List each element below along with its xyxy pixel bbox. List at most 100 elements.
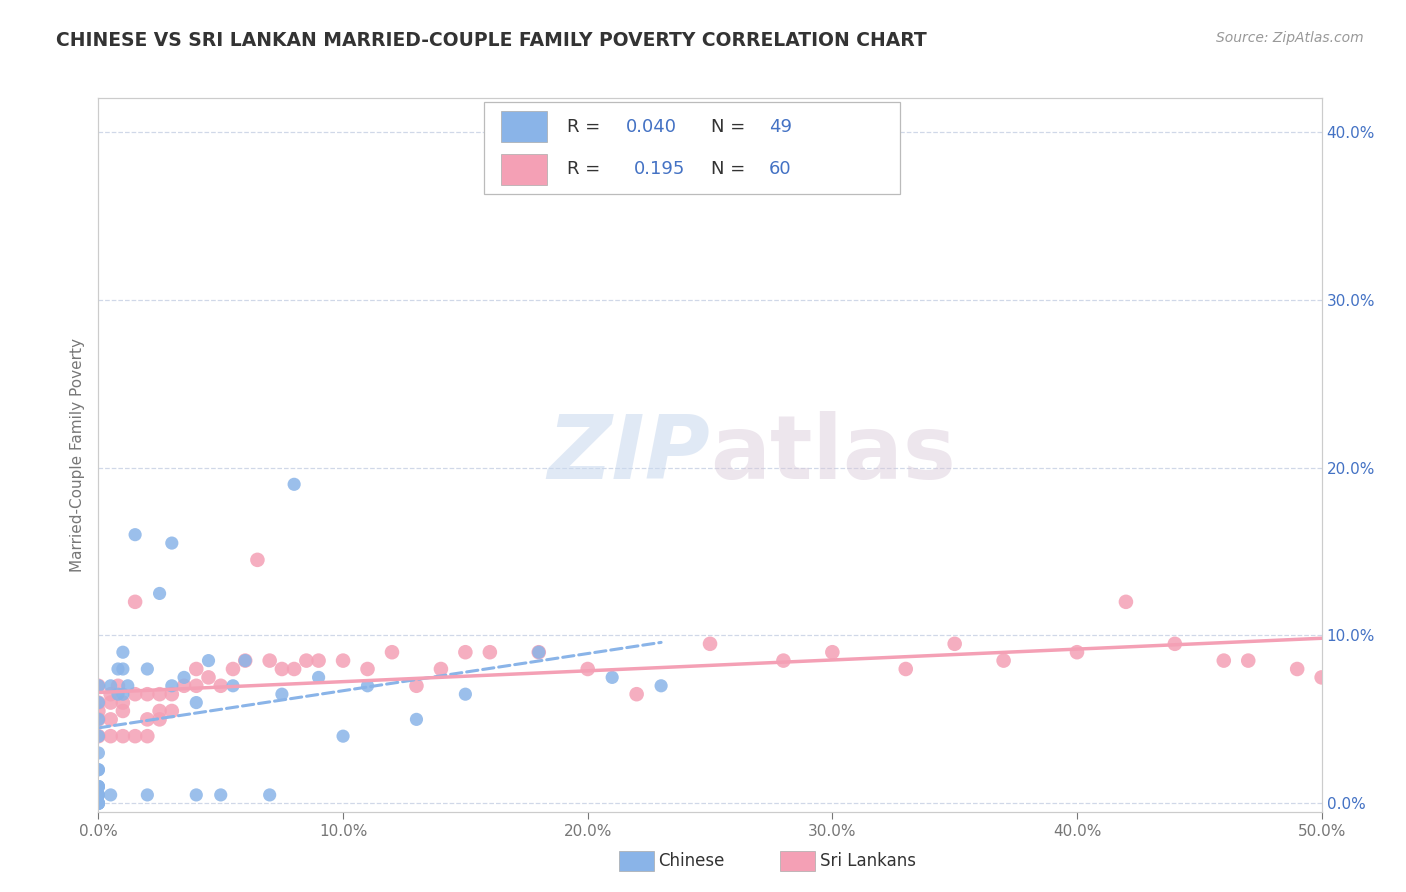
- Point: [454, 645, 477, 659]
- Point: [1164, 637, 1187, 651]
- Point: [894, 662, 917, 676]
- Point: [111, 645, 134, 659]
- Point: [478, 645, 501, 659]
- Point: [87, 797, 110, 811]
- Point: [405, 679, 427, 693]
- Point: [233, 654, 256, 668]
- Point: [308, 670, 330, 684]
- FancyBboxPatch shape: [484, 102, 900, 194]
- Point: [626, 687, 648, 701]
- Point: [124, 527, 146, 541]
- Point: [405, 712, 427, 726]
- Point: [699, 637, 721, 651]
- Point: [222, 679, 245, 693]
- Point: [1310, 670, 1333, 684]
- Point: [107, 679, 129, 693]
- Point: [197, 654, 219, 668]
- Point: [259, 654, 281, 668]
- Point: [1237, 654, 1260, 668]
- Point: [87, 797, 110, 811]
- Point: [136, 662, 159, 676]
- Point: [87, 696, 110, 710]
- Point: [100, 696, 122, 710]
- Text: 0.040: 0.040: [626, 118, 676, 136]
- Text: atlas: atlas: [710, 411, 956, 499]
- Point: [111, 696, 134, 710]
- Point: [136, 788, 159, 802]
- Point: [87, 763, 110, 777]
- Point: [87, 729, 110, 743]
- Point: [87, 746, 110, 760]
- Point: [117, 679, 139, 693]
- Point: [209, 788, 232, 802]
- Point: [87, 797, 110, 811]
- Text: Chinese: Chinese: [658, 852, 724, 870]
- Point: [186, 679, 208, 693]
- Point: [600, 670, 623, 684]
- Point: [87, 679, 110, 693]
- Point: [87, 712, 110, 726]
- Point: [87, 696, 110, 710]
- Point: [576, 662, 599, 676]
- FancyBboxPatch shape: [501, 112, 547, 142]
- Point: [136, 687, 159, 701]
- Point: [527, 645, 550, 659]
- Text: R =: R =: [567, 161, 612, 178]
- Text: ZIP: ZIP: [547, 411, 710, 499]
- Y-axis label: Married-Couple Family Poverty: Married-Couple Family Poverty: [69, 338, 84, 572]
- Point: [381, 645, 404, 659]
- Point: [111, 729, 134, 743]
- Point: [270, 662, 294, 676]
- Point: [136, 729, 159, 743]
- Point: [772, 654, 794, 668]
- Text: 0.195: 0.195: [634, 161, 686, 178]
- Point: [149, 712, 172, 726]
- Point: [87, 788, 110, 802]
- Point: [197, 670, 219, 684]
- Point: [136, 712, 159, 726]
- Point: [149, 687, 172, 701]
- Point: [87, 780, 110, 794]
- Point: [821, 645, 844, 659]
- Point: [107, 687, 129, 701]
- Point: [943, 637, 966, 651]
- Point: [1066, 645, 1088, 659]
- Point: [87, 780, 110, 794]
- Point: [527, 645, 550, 659]
- Point: [149, 586, 172, 600]
- Text: Source: ZipAtlas.com: Source: ZipAtlas.com: [1216, 31, 1364, 45]
- Point: [173, 670, 195, 684]
- Point: [160, 679, 183, 693]
- Point: [1286, 662, 1309, 676]
- Point: [332, 654, 354, 668]
- Point: [100, 712, 122, 726]
- Point: [1212, 654, 1234, 668]
- Point: [87, 788, 110, 802]
- Point: [87, 704, 110, 718]
- Point: [332, 729, 354, 743]
- Point: [87, 679, 110, 693]
- Point: [160, 687, 183, 701]
- Point: [124, 595, 146, 609]
- Point: [209, 679, 232, 693]
- Point: [246, 553, 269, 567]
- Point: [295, 654, 318, 668]
- Point: [100, 687, 122, 701]
- Point: [160, 704, 183, 718]
- Point: [149, 704, 172, 718]
- Point: [993, 654, 1015, 668]
- Text: N =: N =: [711, 118, 751, 136]
- Point: [111, 704, 134, 718]
- Text: N =: N =: [711, 161, 751, 178]
- Point: [308, 654, 330, 668]
- Point: [124, 729, 146, 743]
- Point: [283, 477, 305, 491]
- Point: [173, 679, 195, 693]
- Point: [87, 780, 110, 794]
- Point: [107, 662, 129, 676]
- Point: [430, 662, 453, 676]
- Text: R =: R =: [567, 118, 606, 136]
- Point: [186, 662, 208, 676]
- Point: [222, 662, 245, 676]
- Point: [283, 662, 305, 676]
